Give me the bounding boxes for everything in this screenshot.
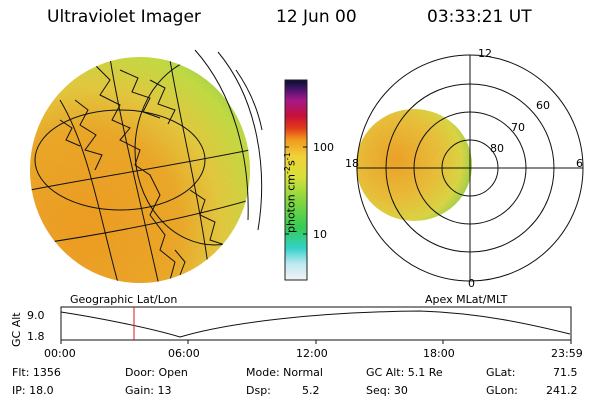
app-title: Ultraviolet Imager	[47, 7, 201, 27]
info-glon-value: 241.2	[546, 384, 578, 397]
polar-mlt-label-18: 18	[345, 157, 359, 170]
header-date: 12 Jun 00	[276, 7, 357, 27]
polar-mlt-label-12: 12	[478, 47, 492, 60]
info-flt: Flt: 1356	[12, 366, 61, 379]
info-gc-alt: GC Alt: 5.1 Re	[366, 366, 443, 379]
polar-mlt-label-0: 0	[468, 277, 475, 290]
info-glat-label: GLat:	[486, 366, 516, 379]
colorbar-tick-10: 10	[313, 228, 327, 241]
info-seq: Seq: 30	[366, 384, 408, 397]
colorbar-tick-100: 100	[313, 141, 334, 154]
timeline-xtick-0600: 06:00	[168, 347, 200, 360]
timeline-ytick-top: 9.0	[27, 309, 45, 322]
timeline-xtick-1200: 12:00	[296, 347, 328, 360]
info-glon-label: GLon:	[486, 384, 518, 397]
polar-lat-label-60: 60	[536, 99, 550, 112]
polar-lat-label-80: 80	[490, 142, 504, 155]
colorbar	[284, 79, 308, 281]
polar-lat-label-70: 70	[511, 121, 525, 134]
info-gain: Gain: 13	[125, 384, 172, 397]
timeline-ylabel: GC Alt	[10, 312, 23, 347]
polar-mlt-label-6: 6	[576, 157, 583, 170]
timeline-xtick-0000: 00:00	[44, 347, 76, 360]
timeline-xtick-2359: 23:59	[551, 347, 583, 360]
geographic-caption: Geographic Lat/Lon	[70, 293, 178, 306]
timeline-ytick-bottom: 1.8	[27, 330, 45, 343]
info-ip: IP: 18.0	[12, 384, 54, 397]
info-mode: Mode: Normal	[246, 366, 323, 379]
header-time: 03:33:21 UT	[427, 7, 532, 27]
info-dsp-value: 5.2	[302, 384, 320, 397]
info-glat-value: 71.5	[553, 366, 578, 379]
apex-caption: Apex MLat/MLT	[425, 293, 508, 306]
info-dsp-label: Dsp:	[246, 384, 271, 397]
info-door: Door: Open	[125, 366, 188, 379]
timeline-xtick-1800: 18:00	[423, 347, 455, 360]
